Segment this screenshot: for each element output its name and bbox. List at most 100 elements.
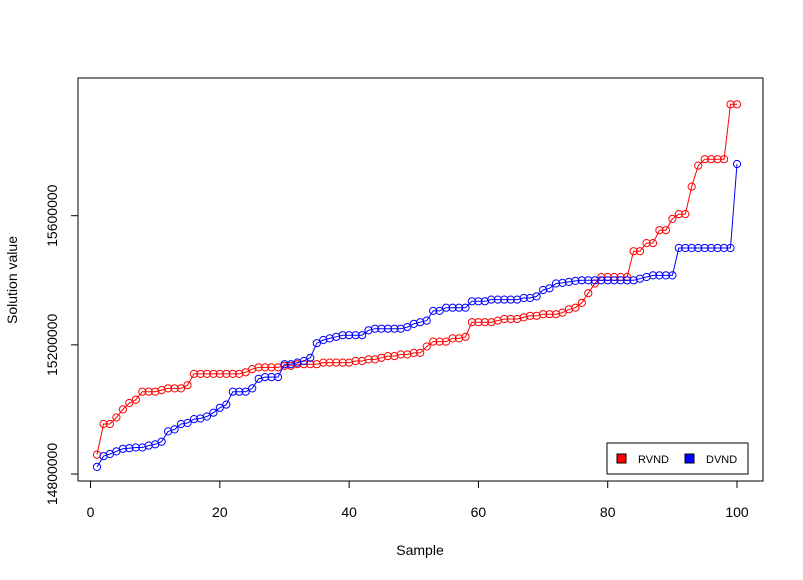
data-point-rvnd <box>351 356 360 366</box>
data-point-dvnd <box>202 412 211 421</box>
data-point-rvnd <box>164 384 173 393</box>
data-point-rvnd <box>131 395 140 404</box>
x-axis-label: Sample <box>396 542 444 558</box>
data-point-dvnd <box>532 292 541 301</box>
data-point-dvnd <box>487 295 496 304</box>
y-tick-label: 14800000 <box>44 443 60 506</box>
data-point-dvnd <box>157 437 166 446</box>
data-point-rvnd <box>228 369 237 378</box>
data-point-rvnd <box>338 358 347 367</box>
data-point-rvnd <box>545 310 554 319</box>
data-point-rvnd <box>170 384 179 393</box>
data-point-dvnd <box>248 384 257 393</box>
data-point-rvnd <box>732 100 742 109</box>
data-point-dvnd <box>144 441 153 450</box>
data-point-rvnd <box>720 155 729 164</box>
data-point-dvnd <box>674 243 683 253</box>
data-point-rvnd <box>409 348 418 357</box>
data-point-rvnd <box>629 247 638 256</box>
data-point-dvnd <box>435 306 444 315</box>
data-point-dvnd <box>551 279 561 288</box>
data-point-dvnd <box>519 293 528 303</box>
data-point-rvnd <box>506 314 515 324</box>
y-tick-label: 15200000 <box>44 313 60 376</box>
data-point-rvnd <box>681 210 690 219</box>
x-tick-label: 20 <box>212 504 228 520</box>
data-point-rvnd <box>383 352 392 361</box>
data-point-dvnd <box>319 335 328 345</box>
data-point-rvnd <box>254 363 263 372</box>
data-point-rvnd <box>577 298 586 307</box>
data-point-dvnd <box>681 243 690 253</box>
data-point-rvnd <box>396 350 405 359</box>
data-point-dvnd <box>668 271 677 280</box>
data-point-rvnd <box>429 337 438 346</box>
data-point-dvnd <box>558 278 567 287</box>
data-point-rvnd <box>635 247 645 256</box>
x-tick-label: 40 <box>341 504 357 520</box>
data-point-dvnd <box>176 419 186 429</box>
x-tick-label: 80 <box>600 504 616 520</box>
data-point-rvnd <box>370 355 380 364</box>
data-point-dvnd <box>170 425 179 434</box>
data-point-dvnd <box>241 387 250 396</box>
data-point-rvnd <box>655 226 664 235</box>
legend-label-rvnd: RVND <box>638 454 669 466</box>
data-point-rvnd <box>668 214 677 223</box>
data-point-dvnd <box>383 324 392 333</box>
data-point-rvnd <box>183 381 192 390</box>
data-point-rvnd <box>189 369 199 378</box>
data-point-rvnd <box>674 210 683 219</box>
data-point-dvnd <box>448 303 457 312</box>
data-point-dvnd <box>610 276 619 285</box>
data-point-dvnd <box>616 276 625 285</box>
series-line-dvnd <box>96 163 738 468</box>
data-point-rvnd <box>687 182 696 191</box>
x-tick-label: 60 <box>471 504 487 520</box>
data-point-rvnd <box>480 318 489 327</box>
data-point-rvnd <box>364 355 373 364</box>
data-point-rvnd <box>539 310 548 319</box>
data-point-dvnd <box>500 295 509 304</box>
data-point-rvnd <box>435 337 444 346</box>
data-point-dvnd <box>564 277 574 286</box>
data-point-dvnd <box>215 403 224 412</box>
series-rvnd <box>92 100 742 459</box>
data-point-rvnd <box>416 348 425 357</box>
data-point-dvnd <box>429 306 438 315</box>
data-point-rvnd <box>474 318 483 327</box>
data-point-rvnd <box>176 384 186 393</box>
data-point-rvnd <box>558 308 567 317</box>
y-axis: 14800000 15200000 15600000 <box>44 184 79 506</box>
data-point-dvnd <box>422 316 431 325</box>
data-point-dvnd <box>345 331 354 340</box>
data-point-dvnd <box>584 276 593 285</box>
data-point-dvnd <box>131 443 140 452</box>
data-point-dvnd <box>183 418 192 428</box>
data-point-dvnd <box>713 243 722 253</box>
data-point-rvnd <box>713 155 722 164</box>
data-point-rvnd <box>209 369 218 378</box>
x-tick-label: 0 <box>87 504 95 520</box>
data-point-rvnd <box>144 387 153 396</box>
data-point-dvnd <box>590 276 599 285</box>
data-point-rvnd <box>500 314 509 324</box>
series-line-rvnd <box>96 103 737 455</box>
data-point-dvnd <box>235 387 244 396</box>
data-point-dvnd <box>358 331 367 340</box>
data-point-dvnd <box>623 276 632 285</box>
data-point-rvnd <box>584 289 593 298</box>
data-point-rvnd <box>202 369 211 378</box>
data-point-rvnd <box>325 358 334 367</box>
data-point-rvnd <box>467 318 476 327</box>
data-point-dvnd <box>222 400 231 409</box>
data-point-dvnd <box>707 243 716 253</box>
data-point-dvnd <box>655 271 664 280</box>
data-point-dvnd <box>467 297 476 306</box>
legend-box <box>606 442 749 475</box>
data-point-rvnd <box>196 369 205 378</box>
data-point-dvnd <box>571 276 580 285</box>
legend: RVND DVND <box>606 442 749 475</box>
data-point-dvnd <box>261 373 270 382</box>
data-point-rvnd <box>422 342 431 351</box>
